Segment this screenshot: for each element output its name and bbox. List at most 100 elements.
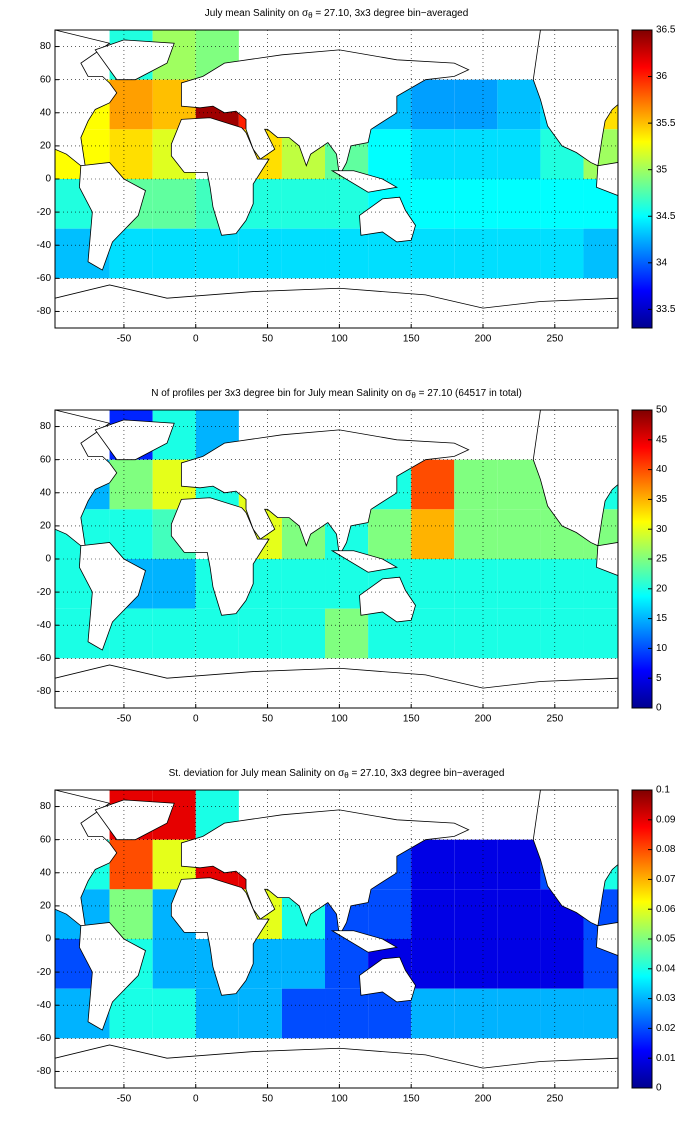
y-tick-label: -40 (37, 240, 52, 251)
heat-cell (238, 988, 282, 1039)
heat-cell (583, 988, 618, 1039)
land (330, 550, 398, 573)
title-part: = 27.10, 3x3 degree bin−averaged (349, 768, 505, 779)
land (180, 429, 470, 557)
heat-cell (281, 608, 326, 659)
colorbar-label: 10 (656, 643, 668, 654)
land (359, 576, 416, 623)
y-tick-label: -60 (37, 653, 52, 664)
heat-cell (497, 839, 541, 890)
heat-cell (411, 79, 455, 130)
colorbar (631, 29, 653, 329)
y-tick-label: 80 (40, 421, 52, 432)
colorbar-label: 0.04 (656, 963, 676, 974)
heat-cell (152, 939, 196, 989)
heat-cell (583, 608, 618, 659)
axes-frame (54, 789, 619, 1089)
colorbar-label: 34.5 (656, 211, 676, 222)
heat-cell (583, 228, 618, 279)
heat-cell (454, 839, 498, 890)
y-tick-label: -80 (37, 306, 52, 317)
x-tick-label: 250 (546, 714, 563, 725)
title-part: St. deviation for July mean Salinity on … (169, 768, 346, 779)
heat-cell (411, 459, 455, 510)
x-tick-label: 0 (193, 1094, 199, 1105)
y-tick-label: 0 (45, 934, 51, 945)
y-tick-label: 40 (40, 487, 52, 498)
x-tick-label: 0 (193, 714, 199, 725)
x-tick-label: 100 (331, 334, 348, 345)
axes-frame (54, 409, 619, 709)
heat-cell (497, 939, 541, 989)
y-tick-label: 20 (40, 141, 52, 152)
x-tick-label: 200 (475, 1094, 492, 1105)
chart-title: July mean Salinity on σθ = 27.10, 3x3 de… (205, 8, 469, 20)
heat-cell (325, 608, 369, 659)
heat-cell (152, 608, 196, 659)
panel: St. deviation for July mean Salinity on … (37, 768, 676, 1105)
y-tick-label: -20 (37, 967, 52, 978)
heat-cell (540, 559, 584, 609)
colorbar-label: 0.02 (656, 1023, 676, 1034)
y-tick-label: 80 (40, 41, 52, 52)
colorbar-label: 45 (656, 434, 668, 445)
heat-cell (454, 459, 498, 510)
y-tick-label: -20 (37, 207, 52, 218)
heat-cell (454, 889, 498, 939)
heat-cell (454, 939, 498, 989)
y-tick-label: -60 (37, 1033, 52, 1044)
heat-cell (411, 608, 455, 659)
y-tick-label: 0 (45, 174, 51, 185)
y-tick-label: -80 (37, 1066, 52, 1077)
y-tick-label: -60 (37, 273, 52, 284)
heat-cell (152, 228, 196, 279)
colorbar-label: 36.5 (656, 25, 676, 36)
land (170, 877, 270, 996)
title-part: N of profiles per 3x3 degree bin for Jul… (151, 388, 412, 399)
y-tick-label: -80 (37, 686, 52, 697)
colorbar-label: 0.08 (656, 844, 676, 855)
heat-cell (368, 889, 412, 939)
heat-cell (238, 228, 282, 279)
heat-cell (109, 459, 153, 510)
chart-title: St. deviation for July mean Salinity on … (169, 768, 505, 780)
heat-cell (411, 839, 455, 890)
heat-cell (540, 988, 584, 1039)
heat-cell (281, 179, 326, 229)
heat-cell (497, 129, 541, 179)
land (532, 790, 618, 927)
y-tick-label: 60 (40, 74, 52, 85)
title-part: = 27.10, 3x3 degree bin−averaged (313, 8, 469, 19)
land (170, 117, 270, 236)
panel: N of profiles per 3x3 degree bin for Jul… (37, 388, 668, 725)
heat-cell (497, 228, 541, 279)
heat-cell (325, 228, 369, 279)
x-tick-label: 250 (546, 1094, 563, 1105)
colorbar-label: 50 (656, 405, 668, 416)
x-tick-label: 250 (546, 334, 563, 345)
heat-cell (454, 509, 498, 559)
land (180, 809, 470, 937)
heat-cell (497, 608, 541, 659)
heat-cell (281, 228, 326, 279)
x-tick-label: 200 (475, 334, 492, 345)
y-tick-label: 40 (40, 107, 52, 118)
heat-cell (497, 79, 541, 130)
colorbar-label: 0.03 (656, 993, 676, 1004)
heat-cell (195, 228, 239, 279)
plot-area (55, 30, 618, 328)
heat-cell (411, 129, 455, 179)
panel: July mean Salinity on σθ = 27.10, 3x3 de… (37, 8, 676, 345)
colorbar-label: 35.5 (656, 118, 676, 129)
x-tick-label: 200 (475, 714, 492, 725)
heat-cell (152, 988, 196, 1039)
heat-cell (195, 988, 239, 1039)
x-tick-label: 100 (331, 1094, 348, 1105)
land (359, 196, 416, 243)
heat-cell (454, 228, 498, 279)
colorbar-label: 0.09 (656, 814, 676, 825)
land (79, 162, 146, 271)
heat-cell (497, 559, 541, 609)
land (532, 410, 618, 547)
land (55, 30, 118, 167)
